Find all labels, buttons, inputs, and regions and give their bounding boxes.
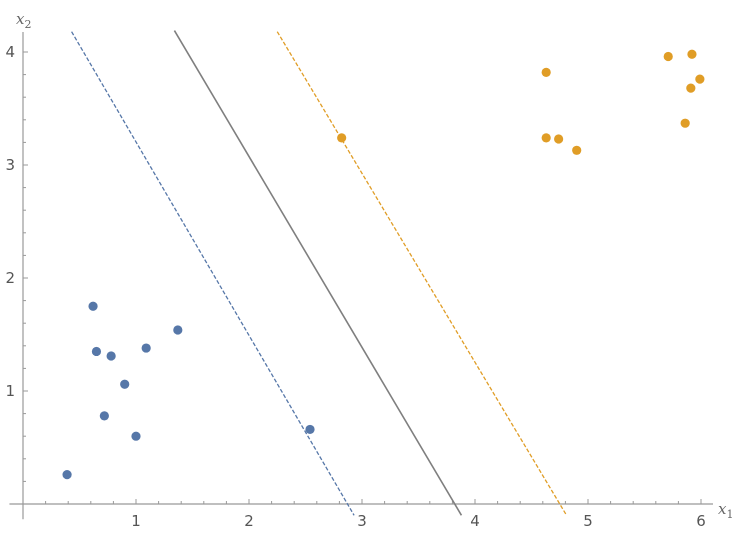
point-class-1 <box>99 411 109 421</box>
point-class-2 <box>687 49 697 59</box>
axes: 1 2 3 4 5 6 1 2 3 4 <box>5 32 713 530</box>
x-tick-label: 5 <box>583 512 593 530</box>
decision-boundary-line <box>173 30 463 516</box>
point-class-1 <box>106 351 116 361</box>
point-class-2 <box>695 74 705 84</box>
point-class-2 <box>572 145 582 155</box>
point-class-2 <box>541 67 551 77</box>
point-class-1 <box>91 346 102 357</box>
y-tick-label: 2 <box>5 269 15 287</box>
point-class-2 <box>680 118 690 128</box>
point-class-1 <box>120 379 130 389</box>
point-class-2 <box>663 51 673 62</box>
point-class-1 <box>141 343 151 353</box>
x-tick-label: 1 <box>131 512 141 530</box>
y-tick-label: 3 <box>5 156 15 174</box>
point-class-1 <box>173 325 183 335</box>
point-class-2 <box>541 133 551 143</box>
y-tick-label: 1 <box>5 382 15 400</box>
separating-lines <box>71 30 568 516</box>
point-class-2 <box>337 133 347 143</box>
y-axis-label: x2 <box>16 10 31 31</box>
point-class-1 <box>62 470 72 480</box>
margin-line <box>71 31 355 516</box>
x-tick-label: 4 <box>470 512 480 530</box>
point-class-1 <box>131 431 141 441</box>
point-class-1 <box>305 424 315 435</box>
point-class-1 <box>88 301 98 311</box>
y-tick-label: 4 <box>5 43 15 61</box>
point-class-2 <box>554 134 564 144</box>
point-class-2 <box>686 83 696 93</box>
x-tick-label: 6 <box>696 512 706 530</box>
x-tick-label: 2 <box>244 512 254 530</box>
x-axis-label: x1 <box>718 500 733 521</box>
data-points <box>62 49 705 480</box>
margin-line <box>276 31 568 516</box>
x-tick-label: 3 <box>357 512 367 530</box>
